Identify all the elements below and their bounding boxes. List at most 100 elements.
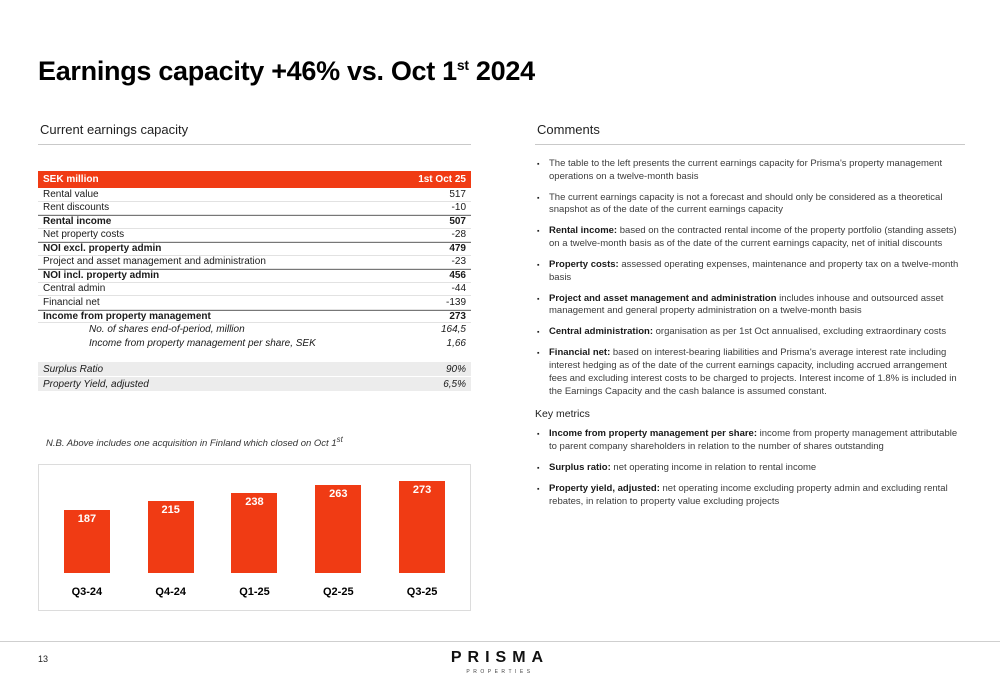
- comment-text: The table to the left presents the curre…: [549, 158, 943, 182]
- row-label: No. of shares end-of-period, million: [89, 324, 245, 336]
- prisma-logo: PRISMA PROPERTIES: [0, 649, 1000, 675]
- metric-label: Property Yield, adjusted: [43, 378, 149, 390]
- footnote-text: N.B. Above includes one acquisition in F…: [46, 438, 337, 450]
- table-header-label: SEK million: [43, 174, 99, 185]
- row-value: -23: [451, 256, 466, 268]
- page-number: 13: [38, 654, 49, 664]
- table-row: Rent discounts -10: [38, 202, 471, 215]
- bar-value-label: 263: [329, 487, 348, 500]
- comments-list: ▪ The table to the left presents the curr…: [535, 158, 965, 398]
- logo-subtitle: PROPERTIES: [466, 669, 534, 675]
- bullet-icon: ▪: [537, 161, 540, 168]
- title-superscript: st: [456, 57, 469, 73]
- comment-text: assessed operating expenses, maintenance…: [549, 258, 959, 283]
- title-text: Earnings capacity +46% vs. Oct 1: [38, 56, 457, 86]
- key-metric-lead: Income from property management per shar…: [549, 428, 757, 440]
- bullet-icon: ▪: [537, 329, 540, 337]
- comments-section-title: Comments: [535, 120, 965, 145]
- row-value: 507: [449, 216, 466, 228]
- comment-lead: Financial net:: [549, 347, 611, 359]
- key-metric-text: net operating income excluding property …: [549, 483, 948, 507]
- comment-text: based on the contracted rental income of…: [549, 225, 957, 250]
- key-metric-lead: Property yield, adjusted:: [549, 483, 660, 494]
- title-tail: 2024: [468, 56, 535, 86]
- key-metrics-list: ▪ Income from property management per sha…: [535, 428, 965, 508]
- left-section-title: Current earnings capacity: [38, 120, 471, 145]
- row-value: -10: [451, 202, 466, 214]
- bar-q4-24: 215: [147, 500, 194, 574]
- comment-item: ▪ Project and asset management and admini…: [535, 293, 965, 319]
- category-label: Q1-25: [239, 586, 270, 599]
- row-value: -44: [451, 283, 466, 295]
- row-label: Project and asset management and adminis…: [43, 256, 266, 268]
- comment-text: organisation as per 1st Oct annualised, …: [653, 326, 947, 338]
- bar-q3-24: 187: [63, 510, 110, 574]
- key-metric-item: ▪ Surplus ratio: net operating income in …: [535, 462, 965, 475]
- category-label: Q3-24: [71, 586, 103, 599]
- metric-row: Surplus Ratio 90%: [38, 362, 471, 376]
- bullet-icon: ▪: [537, 228, 540, 236]
- comment-lead: Project and asset management and adminis…: [549, 292, 777, 304]
- comment-item: ▪ Property costs: assessed operating expe…: [535, 259, 965, 285]
- ratio-metrics: Surplus Ratio 90% Property Yield, adjuste…: [38, 362, 471, 391]
- category-label: Q4-24: [155, 586, 186, 599]
- income-bar-chart: 187 215 238 263 273 Q3-24 Q4-24 Q1-25 Q2…: [38, 464, 471, 612]
- table-row: Central admin -44: [38, 283, 471, 296]
- comment-item: ▪ The table to the left presents the curr…: [535, 158, 965, 184]
- page-title: Earnings capacity +46% vs. Oct 1st 2024: [38, 56, 535, 87]
- bullet-icon: ▪: [537, 465, 540, 472]
- row-label: Rental value: [43, 188, 99, 200]
- row-label: Income from property management per shar…: [89, 337, 316, 349]
- row-label: Income from property management: [43, 310, 211, 322]
- row-label: Rent discounts: [43, 202, 110, 214]
- row-value: 273: [449, 310, 466, 322]
- logo-wordmark: PRISMA: [450, 649, 550, 666]
- bullet-icon: ▪: [537, 261, 540, 269]
- category-label: Q3-25: [406, 586, 438, 599]
- bullet-icon: ▪: [537, 350, 540, 358]
- table-row-detail: Income from property management per shar…: [38, 337, 471, 351]
- table-header-row: SEK million 1st Oct 25: [38, 171, 471, 188]
- slide-footer: 13 PRISMA PROPERTIES: [0, 641, 1000, 685]
- chart-bars: 187 215 238 263 273: [45, 481, 464, 574]
- comment-item: ▪ Rental income: based on the contracted …: [535, 225, 965, 251]
- chart-category-axis: Q3-24 Q4-24 Q1-25 Q2-25 Q3-25: [45, 586, 464, 598]
- row-value: 456: [449, 270, 466, 282]
- row-label: NOI excl. property admin: [43, 243, 162, 255]
- metric-row: Property Yield, adjusted 6,5%: [38, 377, 471, 391]
- right-column: Comments ▪ The table to the left presents…: [535, 120, 965, 517]
- table-row: Rental value 517: [38, 188, 471, 202]
- row-value: 479: [449, 243, 466, 255]
- category-label: Q2-25: [322, 586, 354, 599]
- key-metric-text: income from property management attribut…: [549, 428, 958, 453]
- footnote: N.B. Above includes one acquisition in F…: [46, 435, 471, 449]
- bar-value-label: 187: [77, 513, 97, 526]
- bar-q3-25: 273: [399, 481, 446, 574]
- bar-value-label: 273: [412, 484, 432, 497]
- table-header-value: 1st Oct 25: [418, 174, 466, 185]
- row-label: Rental income: [43, 216, 112, 228]
- table-row-subtotal: Rental income 507: [38, 215, 471, 229]
- row-label: Central admin: [43, 283, 106, 295]
- comment-item: ▪ Financial net: based on interest-bearin…: [535, 347, 965, 398]
- bullet-icon: ▪: [537, 194, 540, 202]
- row-label: Financial net: [43, 296, 100, 308]
- key-metrics-heading: Key metrics: [535, 408, 590, 421]
- footnote-superscript: st: [336, 435, 343, 444]
- row-label: NOI incl. property admin: [43, 270, 160, 282]
- earnings-table: SEK million 1st Oct 25 Rental value 517 R…: [38, 171, 471, 350]
- bar-q1-25: 238: [231, 492, 278, 574]
- comment-text: based on interest-bearing liabilities an…: [549, 347, 957, 397]
- table-row: Project and asset management and adminis…: [38, 256, 471, 269]
- row-value: 1,66: [446, 337, 466, 349]
- comment-text: includes inhouse and outsourced asset ma…: [549, 292, 944, 317]
- metric-label: Surplus Ratio: [43, 363, 104, 375]
- bar-value-label: 215: [161, 503, 180, 516]
- comment-item: ▪ Central administration: organisation as…: [535, 326, 965, 339]
- comment-lead: Property costs:: [549, 258, 619, 270]
- table-row-total: Income from property management 273: [38, 309, 471, 323]
- row-label: Net property costs: [43, 229, 125, 241]
- comment-item: ▪ The current earnings capacity is not a …: [535, 192, 965, 218]
- key-metric-text: net operating income in relation to rent…: [610, 462, 817, 473]
